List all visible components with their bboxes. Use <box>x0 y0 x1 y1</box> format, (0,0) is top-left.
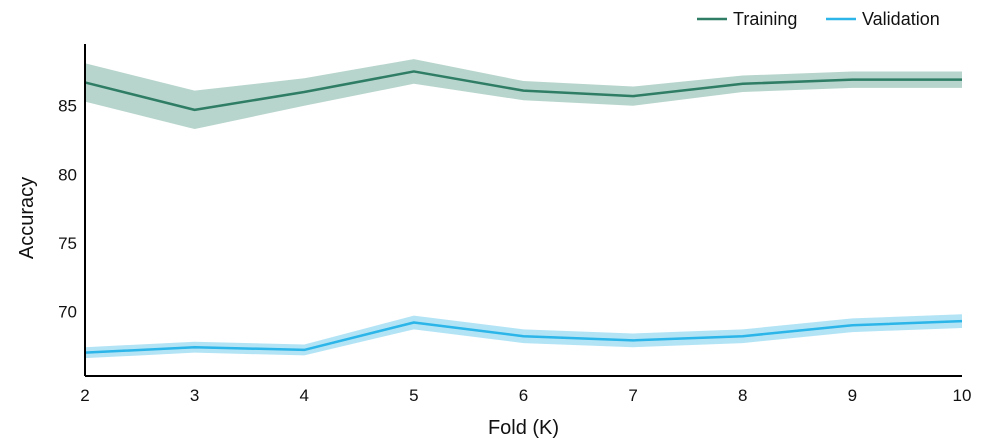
tick-labels: 2 3 4 5 6 7 8 9 10 70 75 80 85 <box>58 97 971 405</box>
y-axis-label: Accuracy <box>16 177 38 259</box>
training-legend-label: Training <box>733 9 797 29</box>
x-tick-label: 2 <box>80 386 89 405</box>
y-tick-label: 75 <box>58 234 77 253</box>
y-tick-label: 70 <box>58 303 77 322</box>
x-tick-label: 3 <box>190 386 199 405</box>
series-lines <box>84 70 963 354</box>
x-tick-label: 9 <box>848 386 857 405</box>
y-tick-label: 85 <box>58 97 77 116</box>
x-axis-label: Fold (K) <box>488 417 559 439</box>
axes <box>84 44 962 377</box>
x-tick-label: 10 <box>953 386 972 405</box>
y-tick-label: 80 <box>58 165 77 184</box>
validation-legend-label: Validation <box>862 9 940 29</box>
confidence-bands <box>85 59 962 359</box>
x-tick-label: 8 <box>738 386 747 405</box>
training-confidence-band <box>85 59 962 130</box>
legend: Training Validation <box>697 9 940 29</box>
training-line <box>84 70 962 112</box>
x-tick-label: 5 <box>409 386 418 405</box>
x-tick-label: 6 <box>519 386 528 405</box>
x-tick-label: 7 <box>628 386 637 405</box>
validation-line <box>84 319 963 354</box>
x-tick-label: 4 <box>300 386 309 405</box>
